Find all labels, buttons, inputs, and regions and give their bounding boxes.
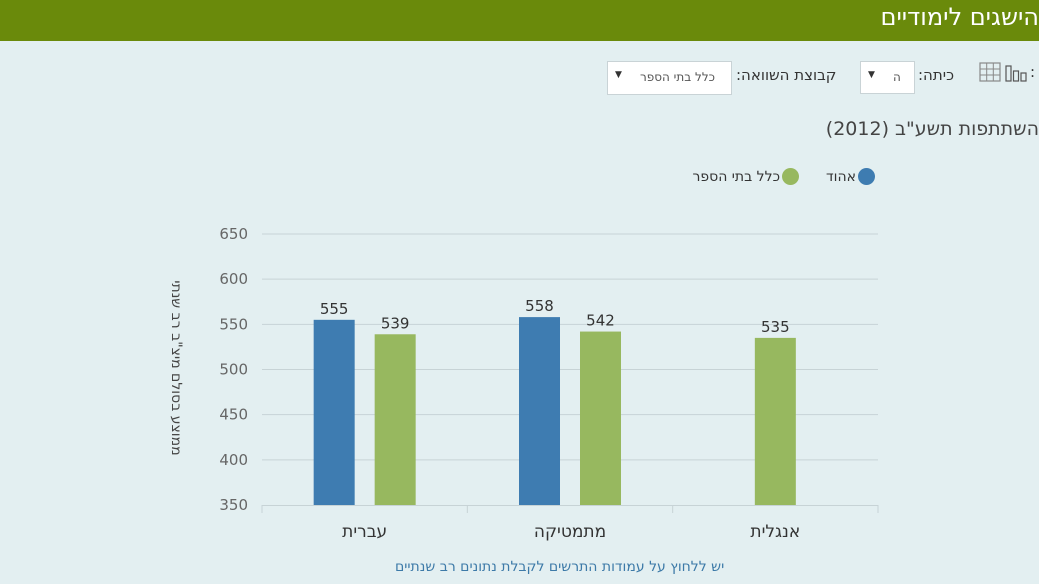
x-tick-label: מתמטיקה — [534, 522, 606, 542]
grade-value: ה — [893, 70, 901, 84]
bar-chart-icon[interactable] — [1005, 64, 1027, 82]
chevron-down-icon: ▼ — [868, 70, 875, 80]
bar-all-schools[interactable] — [754, 337, 796, 505]
bar-school[interactable] — [519, 317, 560, 505]
legend-item-all-schools[interactable]: כלל בתי הספר — [680, 167, 802, 187]
legend-dot-all-schools — [782, 168, 799, 185]
legend-label-school: אהוד — [826, 169, 856, 185]
data-label: 539 — [381, 314, 410, 332]
compare-label: קבוצת השוואה: — [736, 66, 837, 84]
y-tick-label: 600 — [219, 270, 248, 288]
legend-dot-school — [858, 168, 875, 185]
data-label: 558 — [525, 297, 554, 315]
grade-select[interactable]: ה ▼ — [860, 61, 915, 94]
y-tick-label: 500 — [219, 361, 248, 379]
data-label: 542 — [586, 312, 615, 330]
data-label: 555 — [320, 300, 349, 318]
y-tick-label: 350 — [219, 496, 248, 514]
grade-label: כיתה: — [918, 66, 954, 84]
compare-select[interactable]: כלל בתי הספר ▼ — [607, 61, 732, 95]
y-axis-label: ממוצע בסולם מיצ"ב רב שנתי — [168, 280, 184, 455]
compare-value: כלל בתי הספר — [639, 70, 715, 84]
header-bar: הישגים לימודיים — [0, 0, 1039, 41]
toolbar-separator: : — [1030, 63, 1036, 81]
x-tick-label: עברית — [342, 522, 387, 542]
y-tick-label: 400 — [219, 451, 248, 469]
chart-title: השתתפות תשע"ב (2012) — [825, 118, 1039, 140]
legend-label-all-schools: כלל בתי הספר — [692, 169, 780, 185]
x-tick-label: אנגלית — [750, 522, 800, 542]
footnote: יש ללחוץ על עמודות התרשים לקבלת נתונים ר… — [395, 559, 725, 575]
bar-all-schools[interactable] — [580, 331, 621, 505]
bar-school[interactable] — [313, 319, 355, 505]
legend-item-school[interactable]: אהוד — [820, 167, 876, 187]
y-tick-label: 450 — [219, 406, 248, 424]
y-tick-label: 550 — [219, 315, 248, 333]
data-label: 535 — [761, 318, 790, 336]
bar-all-schools[interactable] — [374, 334, 416, 505]
chevron-down-icon: ▼ — [615, 70, 622, 80]
page-title: הישגים לימודיים — [880, 3, 1039, 31]
y-tick-label: 650 — [219, 225, 248, 243]
table-icon[interactable] — [979, 62, 1001, 82]
